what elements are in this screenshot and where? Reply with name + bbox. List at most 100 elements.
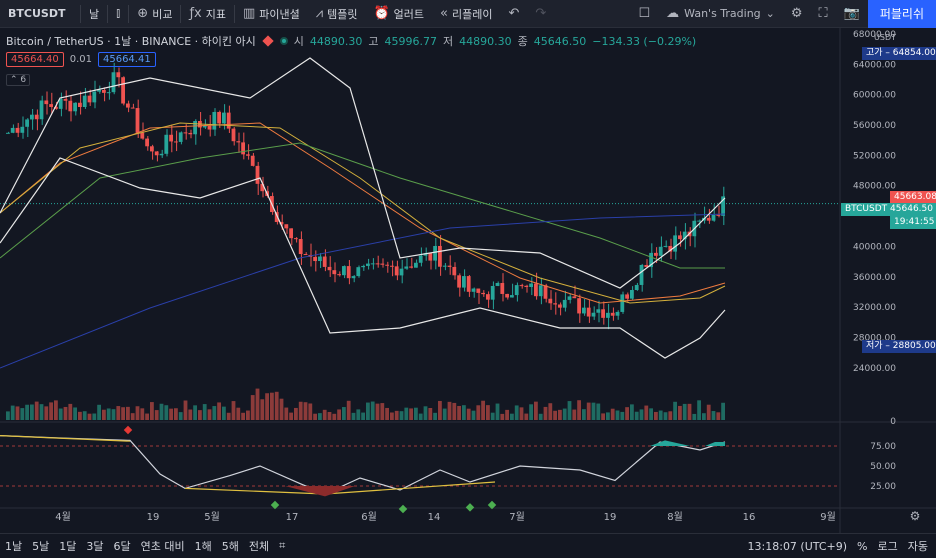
price-chart[interactable]: 68000.00 64000.00 60000.00 56000.00 52000.00… <box>0 28 936 533</box>
templates-button[interactable]: ⩘ 템플릿 <box>308 0 366 28</box>
chart-type-button[interactable]: ⫾ <box>108 0 128 28</box>
volume-bar <box>625 407 629 420</box>
volume-bar <box>255 388 260 420</box>
clock-time[interactable]: 13:18:07 (UTC+9) <box>747 539 848 553</box>
candle-body <box>697 220 701 222</box>
symbol-search[interactable]: BTCUSDT <box>8 7 66 20</box>
bottom-toolbar: 1날 5날 1달 3달 6달 연초 대비 1해 5해 전체 ⌗ 13:18:07… <box>0 533 936 558</box>
candle-body <box>654 252 658 256</box>
log-toggle[interactable]: 로그 <box>877 540 898 553</box>
bull-signal-marker <box>487 500 497 510</box>
financials-button[interactable]: ▥ 파이낸셜 <box>235 0 308 28</box>
compare-button[interactable]: ⊕ 비교 <box>129 0 180 28</box>
volume-bar <box>673 401 677 420</box>
volume-bar <box>198 410 202 420</box>
divider <box>233 4 235 23</box>
time-axis-label: 16 <box>743 512 756 523</box>
percent-toggle[interactable]: % <box>857 539 868 553</box>
auto-toggle[interactable]: 자동 <box>907 540 928 553</box>
redo-button[interactable]: ↷ <box>527 0 554 28</box>
price-tick-label: 24000.00 <box>853 364 896 374</box>
buy-button[interactable]: 45664.41 <box>97 52 156 67</box>
range-5y[interactable]: 5해 <box>221 540 239 553</box>
volume-bar <box>226 412 231 420</box>
volume-bar <box>481 400 485 420</box>
candle-body <box>34 114 39 120</box>
candle-body <box>447 265 452 267</box>
volume-bar <box>644 405 649 420</box>
legend-title: Bitcoin / TetherUS · 1날 · BINANCE · 하이킨 … <box>6 35 256 48</box>
range-6m[interactable]: 6달 <box>113 540 131 553</box>
alert-button[interactable]: ⏰ 얼러트 <box>365 0 432 28</box>
layout-button[interactable]: ☐ <box>631 0 659 28</box>
candle-body <box>322 256 327 267</box>
volume-bar <box>356 409 361 420</box>
volume-bar <box>58 408 63 420</box>
volume-bar <box>174 408 178 420</box>
volume-bar <box>164 405 169 420</box>
volume-bar <box>126 406 130 420</box>
time-axis-label: 4월 <box>55 511 71 523</box>
time-axis-label: 19 <box>604 512 617 523</box>
publish-button[interactable]: 퍼블리쉬 <box>867 0 936 28</box>
volume-bar <box>49 402 53 420</box>
fullscreen-button[interactable]: ⛶ <box>811 0 836 28</box>
price-tick-label: 40000.00 <box>853 242 896 252</box>
ema-line <box>0 122 726 304</box>
undo-button[interactable]: ↶ <box>501 0 528 28</box>
range-1d[interactable]: 1날 <box>5 540 23 553</box>
volume-bar <box>73 407 77 420</box>
settings-button[interactable]: ⚙ <box>783 0 811 28</box>
red-price-tag: 45663.08 <box>890 191 936 204</box>
sell-button[interactable]: 45664.40 <box>6 52 64 67</box>
candle-body <box>130 107 135 109</box>
candle-body <box>452 266 457 276</box>
candle-body <box>44 100 49 105</box>
volume-bar <box>457 405 461 420</box>
volume-zero-label: 0 <box>890 417 896 427</box>
candle-body <box>6 132 10 134</box>
volume-bar <box>630 404 634 420</box>
volume-bar <box>447 401 452 420</box>
interval-button[interactable]: 날 <box>89 7 100 21</box>
rsi-line <box>0 435 726 495</box>
candle-body <box>486 294 490 300</box>
high-label: 고 <box>368 35 379 48</box>
oscillator-tick-label: 50.00 <box>870 462 896 472</box>
volume-bar <box>423 406 428 420</box>
low-tag-value: 28805.00 <box>892 341 936 351</box>
candle-body <box>164 134 169 154</box>
volume-bar <box>438 400 442 420</box>
volume-bar <box>505 409 509 420</box>
chart-legend: Bitcoin / TetherUS · 1날 · BINANCE · 하이킨 … <box>6 33 696 49</box>
range-1m[interactable]: 1달 <box>59 540 77 553</box>
workspace-button[interactable]: ☁ Wan's Trading ⌄ <box>658 6 783 21</box>
candles-icon: ⫾ <box>116 6 121 21</box>
indicators-button[interactable]: ƒx 지표 <box>181 0 234 28</box>
snapshot-button[interactable]: 📷 <box>836 0 868 28</box>
candle-body <box>596 309 601 313</box>
goto-date-button[interactable]: ⌗ <box>274 539 290 553</box>
indicator-collapse-toggle[interactable]: ⌃ 6 <box>6 74 31 86</box>
replay-button[interactable]: «리플레이 <box>432 0 500 28</box>
range-1y[interactable]: 1해 <box>194 540 212 553</box>
rewind-icon: « <box>440 6 449 21</box>
candle-body <box>250 155 255 166</box>
candle-body <box>25 119 29 127</box>
range-all[interactable]: 전체 <box>248 540 270 553</box>
candle-body <box>562 299 567 308</box>
close-value: 45646.50 <box>533 34 587 48</box>
candle-body <box>140 132 145 139</box>
candle-body <box>625 294 629 299</box>
candle-body <box>222 112 226 124</box>
volume-bar <box>10 405 15 420</box>
range-3m[interactable]: 3달 <box>86 540 104 553</box>
volume-bar <box>620 411 625 420</box>
candle-body <box>116 72 121 78</box>
range-5d[interactable]: 5날 <box>32 540 50 553</box>
range-ytd[interactable]: 연초 대비 <box>140 540 185 553</box>
divider <box>80 4 81 23</box>
volume-bar <box>702 413 706 420</box>
candle-body <box>519 285 524 287</box>
time-axis-label: 9월 <box>820 511 836 523</box>
